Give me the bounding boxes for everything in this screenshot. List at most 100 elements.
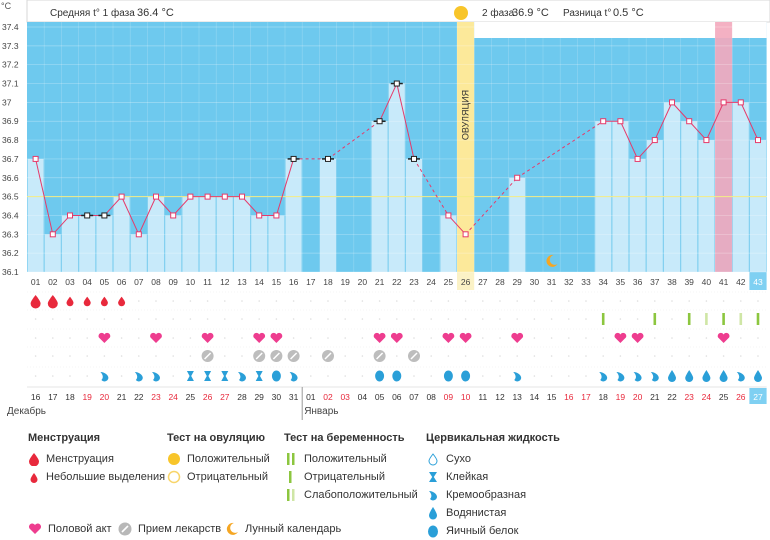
legend-intercourse-label: Половой акт <box>48 522 112 535</box>
marker-dot <box>705 355 708 357</box>
marker-dot <box>482 337 484 339</box>
fluid-path <box>616 372 625 382</box>
fluid-path <box>513 372 522 382</box>
pill-line <box>290 352 298 360</box>
ovulation-label: ОВУЛЯЦИЯ <box>461 90 471 140</box>
y-tick-label: 36.4 <box>2 210 19 220</box>
x-tick-label: 19 <box>340 277 350 287</box>
marker-dot <box>602 355 604 357</box>
x-tick-label: 10 <box>186 277 196 287</box>
luteal-header-row <box>474 22 767 38</box>
marker-dot <box>310 300 312 302</box>
heart-icon <box>98 332 111 343</box>
heart-icon <box>717 332 730 343</box>
series-line <box>138 196 157 235</box>
temp-point <box>325 155 331 162</box>
calendar-date: 06 <box>392 392 402 402</box>
legend-preg-negative: Отрицательный <box>304 471 385 483</box>
fluid-path <box>134 372 143 382</box>
series-line <box>654 102 673 141</box>
calendar-date: 01 <box>306 392 316 402</box>
x-tick-label: 08 <box>151 277 161 287</box>
marker-dot <box>413 337 415 339</box>
marker-dot <box>499 318 501 320</box>
marker-dot <box>86 375 88 377</box>
marker-dot <box>138 318 140 320</box>
marker-dot <box>34 355 37 357</box>
marker-dot <box>464 355 467 357</box>
marker-dot <box>585 318 587 320</box>
legend-pregnancy-title: Тест на беременность <box>284 432 405 444</box>
x-tick-label: 26 <box>461 277 471 287</box>
calendar-date: 30 <box>272 392 282 402</box>
temp-bar <box>234 196 250 272</box>
phase2-value: 36.9 °C <box>512 7 549 19</box>
calendar-date: 04 <box>358 392 368 402</box>
temp-point <box>651 137 658 144</box>
x-tick-label: 43 <box>753 277 763 287</box>
marker-dot <box>258 318 261 320</box>
temp-bar <box>320 158 336 272</box>
marker-dot <box>206 318 209 320</box>
legend-row-spotting: Небольшие выделения <box>28 468 165 486</box>
calendar-date: 07 <box>409 392 419 402</box>
marker-dot <box>189 337 192 339</box>
legend-fluid-sticky: Клейкая <box>446 471 489 483</box>
y-tick-label: 36.7 <box>2 154 19 164</box>
y-tick-label: 36.6 <box>2 173 19 183</box>
pill-line <box>255 352 263 360</box>
marker-dot <box>327 300 329 302</box>
marker-dot <box>568 355 570 357</box>
temp-bar <box>629 158 646 272</box>
calendar-date: 21 <box>650 392 660 402</box>
calendar-date: 25 <box>719 392 729 402</box>
marker-dot <box>120 375 123 377</box>
legend-fluid-title: Цервикальная жидкость <box>426 432 560 444</box>
marker-dot <box>533 318 536 320</box>
temp-point <box>67 212 73 219</box>
fluid-creamy-icon <box>100 372 109 382</box>
pill-line <box>376 352 384 360</box>
marker-dot <box>275 318 278 320</box>
marker-dot <box>550 375 553 377</box>
ovulation-day-cell <box>457 272 475 290</box>
calendar-date: 21 <box>117 392 127 402</box>
fluid-creamy-icon <box>599 372 608 382</box>
fluid-path <box>685 370 694 382</box>
menstruation-drop-icon <box>66 296 74 307</box>
legend-row-creamy: Кремообразная <box>426 486 560 504</box>
test-strip-icon <box>739 313 743 325</box>
calendar-date: 26 <box>203 392 213 402</box>
fluid-watery-icon <box>754 370 762 382</box>
menstruation-drop-icon <box>118 296 126 307</box>
drop-path <box>66 296 74 307</box>
marker-dot <box>361 318 364 320</box>
fluid-eggwhite-icon <box>443 370 453 382</box>
legend-fluid-creamy: Кремообразная <box>446 489 527 501</box>
heart-path <box>442 332 455 343</box>
temp-bar <box>130 234 147 272</box>
temp-point <box>204 193 211 200</box>
series-line <box>379 83 398 122</box>
calendar-date: 12 <box>495 392 505 402</box>
y-tick-label: 37 <box>2 97 12 107</box>
series-line <box>740 102 759 141</box>
marker-dot <box>120 337 123 339</box>
marker-dot <box>310 375 312 377</box>
marker-dot <box>172 355 174 357</box>
phase2-label: 2 фаза <box>482 7 515 19</box>
legend-menstruation-item: Менструация <box>46 453 114 465</box>
x-tick-label: 02 <box>48 277 58 287</box>
fluid-path <box>238 372 246 382</box>
marker-dot <box>688 337 690 339</box>
moon-marker-icon <box>546 254 558 267</box>
y-tick-label: 36.5 <box>2 192 19 202</box>
marker-dot <box>516 355 518 357</box>
temp-bar <box>148 196 164 272</box>
heart-icon <box>459 332 472 343</box>
legend-row-preg-weak: Слабоположительный <box>284 486 418 504</box>
calendar-date: 02 <box>323 392 333 402</box>
series-line <box>35 158 54 235</box>
highlight-column <box>715 22 733 272</box>
marker-dot <box>464 300 467 302</box>
